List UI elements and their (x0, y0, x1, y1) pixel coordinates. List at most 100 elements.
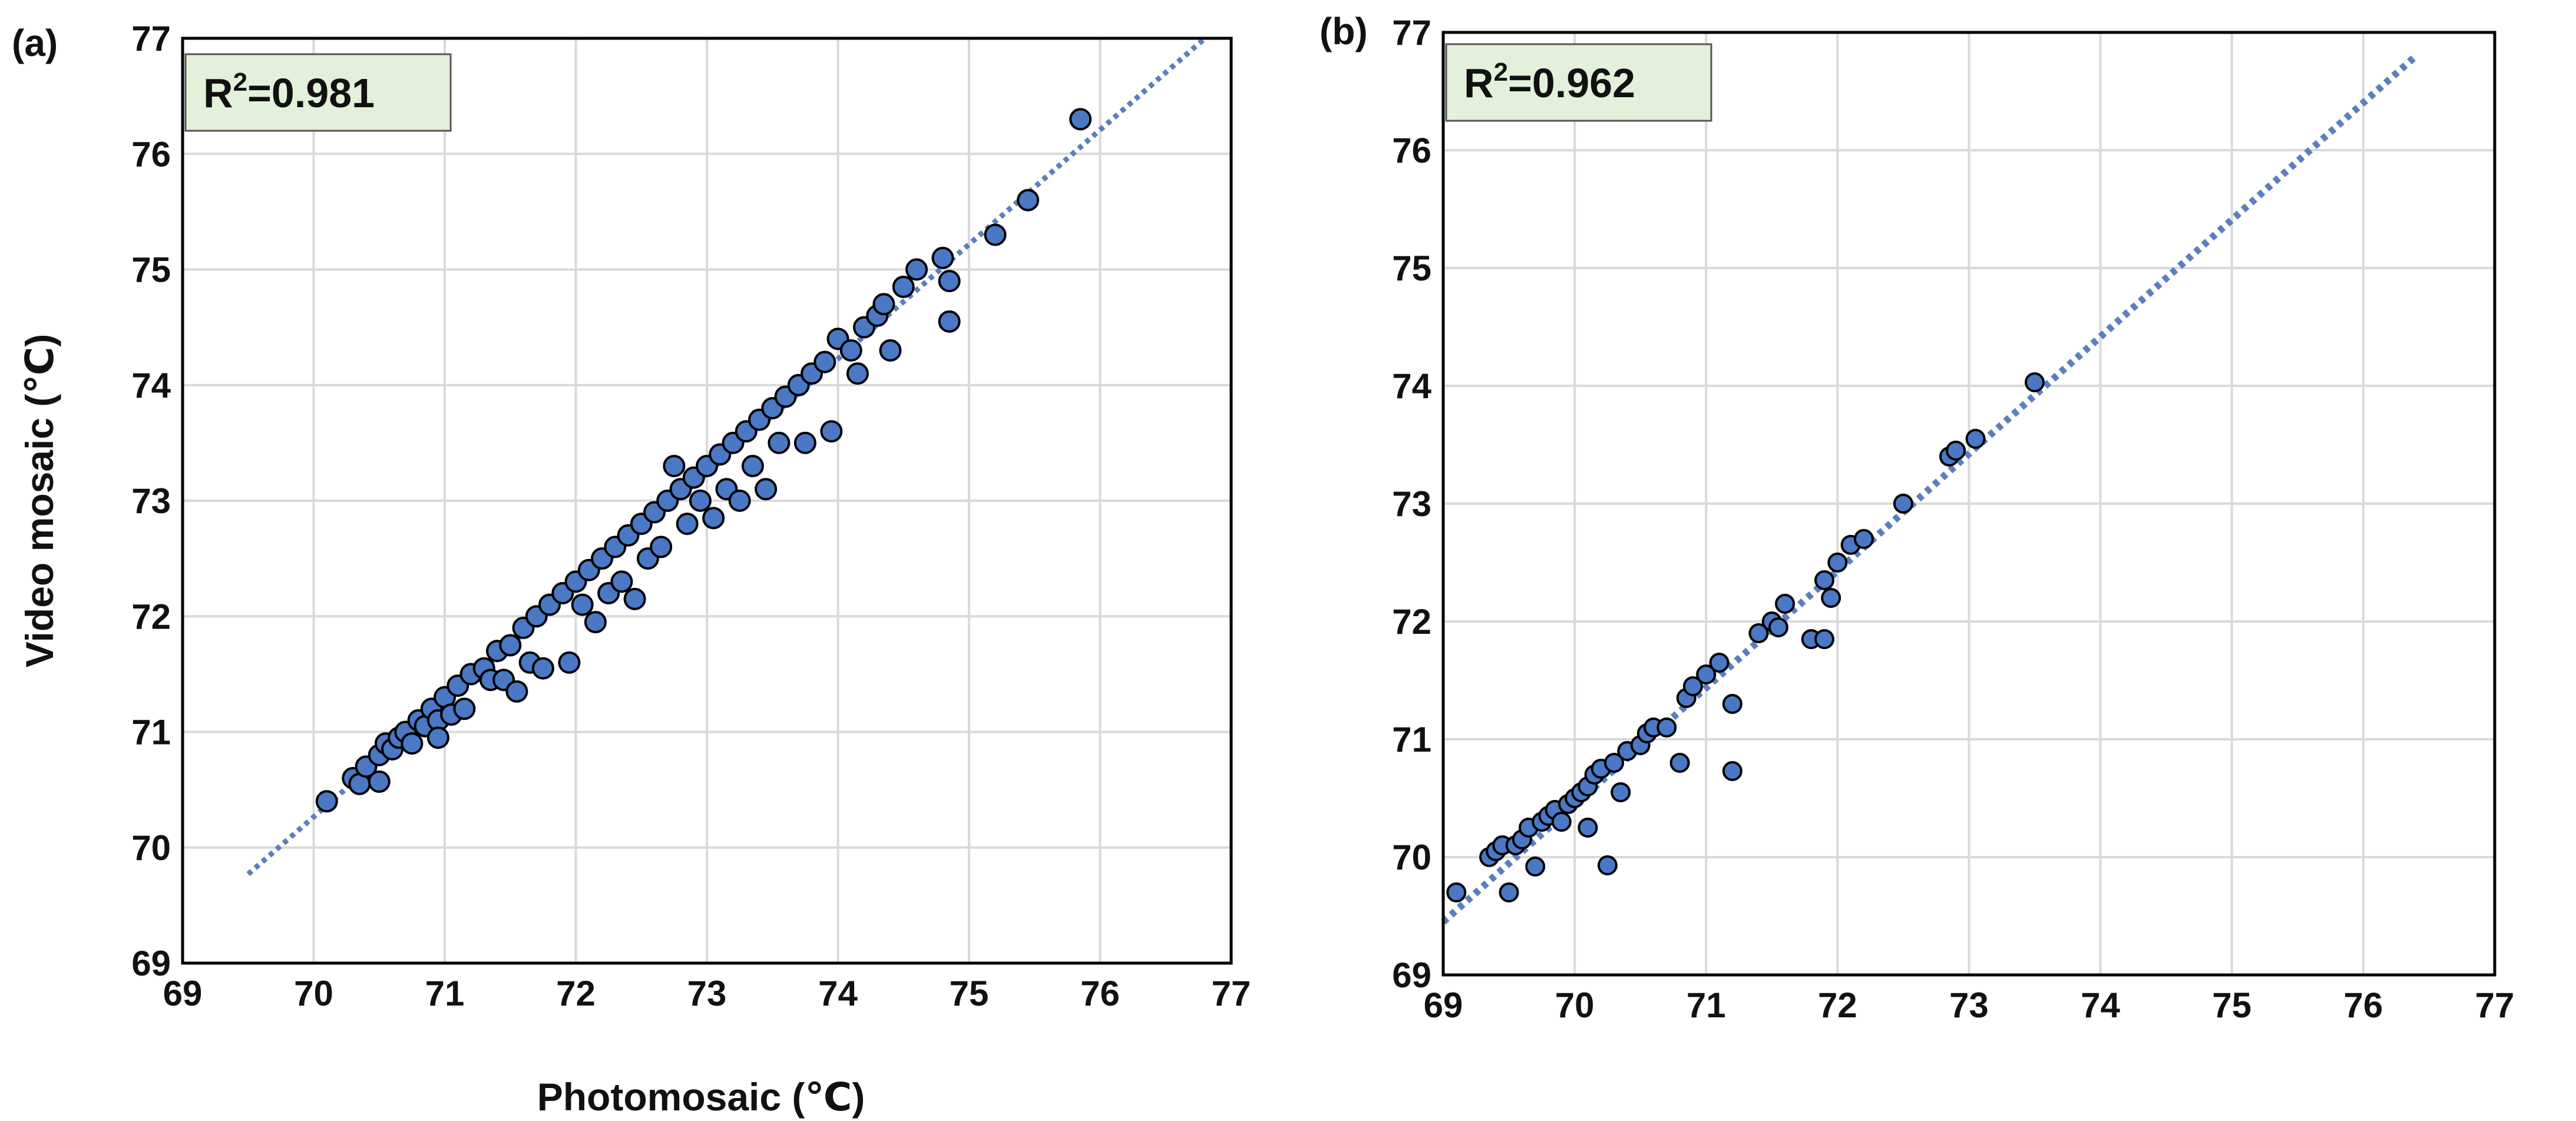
panel-a-data-point (846, 362, 869, 385)
panel-a-data-point (401, 732, 424, 755)
panel-a-data-point (905, 258, 928, 281)
panel-a-x-tick-label: 74 (818, 974, 858, 1013)
panel-b-points (1446, 372, 2045, 902)
panel-a-data-point (839, 339, 862, 362)
panel-a-y-axis-label: Video mosaic (℃) (18, 334, 61, 668)
panel-a-x-tick-label: 70 (294, 974, 333, 1013)
panel-a-label: (a) (12, 22, 58, 64)
panel-a-data-point (879, 339, 902, 362)
panel-a-data-point (558, 651, 581, 674)
panel-a-data-point (702, 507, 725, 530)
panel-b-y-tick-label: 70 (1392, 838, 1431, 877)
panel-b-data-point (1965, 429, 1986, 449)
panel-b-y-tick-label: 72 (1392, 602, 1431, 641)
panel-a-data-point (768, 431, 791, 454)
panel-a-x-tick-label: 77 (1212, 974, 1251, 1013)
panel-b-y-tick-label: 73 (1392, 484, 1431, 524)
panel-a-data-point (571, 593, 594, 616)
panel-b-y-tick-label: 74 (1392, 366, 1431, 406)
panel-b-x-tick-label: 75 (2212, 986, 2251, 1025)
panel-a-y-tick-label: 69 (131, 944, 171, 983)
panel-b-data-point (1768, 617, 1788, 637)
panel-b-data-point (1597, 855, 1618, 875)
panel-b-annotation: R2=0.962 (1445, 43, 1712, 122)
panel-b-data-point (1611, 782, 1631, 802)
panel-b-grid (1443, 32, 2495, 975)
panel-a-data-point (892, 275, 915, 298)
panel-a-data-point (1017, 189, 1040, 211)
panel-b-x-tick-label: 71 (1687, 986, 1726, 1025)
panel-b-data-point (1722, 761, 1742, 781)
panel-a-annotation-box (184, 53, 452, 132)
panel-a-data-point (610, 570, 633, 593)
panel-b-y-tick-label: 69 (1392, 955, 1431, 995)
panel-b-data-point (1748, 623, 1769, 643)
panel-b-data-point (2025, 372, 2045, 392)
panel-b-data-point (1656, 717, 1677, 738)
panel-b-data-point (1682, 676, 1703, 696)
panel-a-y-tick-label: 77 (131, 19, 171, 58)
panel-b-y-ticks: 69 70 71 72 73 74 75 76 77 (1392, 13, 1431, 995)
panel-b-data-point (1551, 812, 1572, 832)
panel-b-y-tick-label: 71 (1392, 720, 1431, 759)
panel-b-data-point (1578, 818, 1598, 838)
panel-b-annotation-text: R2=0.962 (1464, 58, 1635, 106)
panel-a-data-point (814, 350, 836, 373)
panel-b-annotation-box (1445, 43, 1712, 122)
panel-a-data-point (505, 680, 528, 703)
panel-a-annotation-text: R2=0.981 (203, 68, 375, 116)
panel-b-data-point (1604, 753, 1625, 773)
panel-b-data-point (1814, 629, 1835, 649)
panel-a-data-point (426, 726, 449, 749)
panel-b-data-point (1499, 882, 1519, 902)
panel-b: (b) 69 70 71 72 73 74 75 76 77 69 70 71 72 73 74 75 76 7… (1320, 10, 2514, 1025)
panel-a-x-tick-label: 75 (950, 974, 989, 1013)
panel-a-data-point (728, 490, 751, 512)
panel-b-label: (b) (1320, 10, 1368, 52)
panel-a-data-point (584, 611, 607, 634)
panel-a-data-point (793, 431, 816, 454)
panel-a: (a) 69 70 71 72 73 74 75 76 77 69 70 71 72 73 74 75 76 7… (12, 19, 1251, 1119)
panel-a-x-axis-label: Photomosaic (℃) (537, 1075, 865, 1119)
panel-a-y-tick-label: 72 (131, 597, 171, 636)
panel-a-data-point (663, 455, 686, 478)
panel-b-data-point (1854, 529, 1874, 549)
panel-a-data-point (820, 420, 843, 443)
panel-a-x-tick-label: 72 (556, 974, 596, 1013)
panel-b-data-point (1525, 857, 1546, 877)
panel-b-data-point (1696, 664, 1717, 684)
panel-a-x-tick-label: 71 (425, 974, 465, 1013)
panel-a-y-tick-label: 73 (131, 481, 171, 521)
panel-b-data-point (1709, 653, 1730, 673)
panel-a-points (315, 108, 1092, 813)
panel-a-data-point (938, 310, 961, 333)
panel-b-data-point (1775, 594, 1795, 614)
panel-b-x-tick-label: 77 (2475, 986, 2515, 1025)
panel-a-data-point (676, 512, 699, 535)
panel-a-data-point (623, 587, 646, 610)
panel-a-data-point (1069, 108, 1092, 131)
panel-a-y-tick-label: 74 (131, 366, 171, 405)
panel-b-x-tick-label: 69 (1424, 986, 1463, 1025)
panel-a-data-point (368, 770, 391, 793)
panel-a-y-tick-label: 70 (131, 828, 171, 868)
panel-b-data-point (1446, 882, 1467, 902)
panel-b-x-ticks: 69 70 71 72 73 74 75 76 77 (1424, 986, 2515, 1025)
panel-a-y-tick-label: 76 (131, 134, 171, 174)
panel-b-x-tick-label: 70 (1555, 986, 1595, 1025)
panel-a-data-point (315, 790, 338, 813)
panel-a-data-point (755, 478, 778, 501)
panel-a-grid (183, 38, 1231, 963)
panel-b-plot-frame (1441, 31, 2496, 977)
panel-b-y-tick-label: 75 (1392, 249, 1431, 288)
panel-a-data-point (650, 535, 673, 558)
panel-a-annotation: R2=0.981 (184, 53, 452, 132)
panel-a-x-tick-label: 76 (1080, 974, 1120, 1013)
panel-a-data-point (872, 293, 895, 316)
panel-a-y-tick-label: 75 (131, 250, 171, 290)
panel-a-x-ticks: 69 70 71 72 73 74 75 76 77 (163, 974, 1251, 1013)
panel-b-x-tick-label: 74 (2081, 986, 2120, 1025)
panel-a-data-point (931, 246, 954, 269)
panel-a-x-tick-label: 69 (163, 974, 203, 1013)
